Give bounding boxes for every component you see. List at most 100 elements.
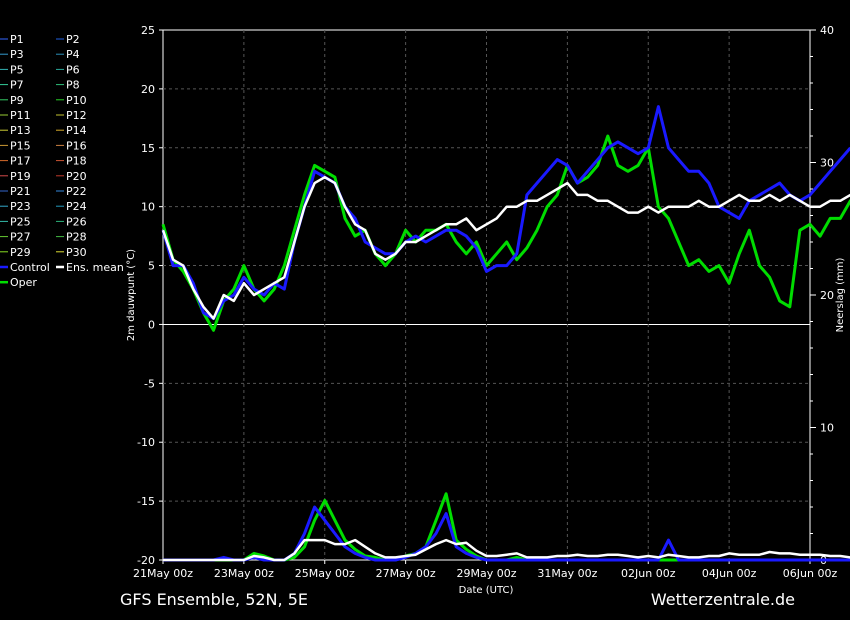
legend-item: P28 (56, 231, 87, 244)
legend-item: P14 (56, 124, 87, 137)
y-tick-label: -20 (137, 554, 155, 567)
legend-label: P6 (66, 63, 80, 76)
legend-item: P20 (56, 170, 87, 183)
x-tick-label: 27May 00z (376, 567, 436, 580)
legend-label: Ens. mean (66, 261, 124, 274)
legend-item: P18 (56, 155, 87, 168)
y2-axis-label: Neerslag (mm) (835, 257, 846, 332)
legend-label: P24 (66, 200, 87, 213)
legend-label: P11 (10, 109, 31, 122)
legend-label: P19 (10, 170, 31, 183)
legend-label: P14 (66, 124, 87, 137)
legend-item: Oper (0, 276, 37, 289)
x-tick-label: 06Jun 00z (783, 567, 838, 580)
x-tick-label: 04Jun 00z (702, 567, 757, 580)
y-tick-label: 5 (148, 260, 155, 273)
x-tick-label: 31May 00z (537, 567, 597, 580)
legend-label: P18 (66, 155, 87, 168)
legend-item: P11 (0, 109, 31, 122)
legend-item: P5 (0, 63, 24, 76)
legend-item: P30 (56, 246, 87, 259)
footer-site: Wetterzentrale.de (651, 590, 795, 609)
legend-item: P23 (0, 200, 31, 213)
y-tick-label: -15 (137, 495, 155, 508)
legend-item: P29 (0, 246, 31, 259)
x-tick-label: 25May 00z (295, 567, 355, 580)
chart-title: De Bilt (NL) 2m dauwpunt & Neerslag | We… (160, 2, 710, 22)
legend-item: P21 (0, 185, 31, 198)
x-tick-label: 02Jun 00z (621, 567, 676, 580)
legend-item: P19 (0, 170, 31, 183)
legend-label: P9 (10, 94, 24, 107)
legend-label: P29 (10, 246, 31, 259)
y-tick-label: 25 (141, 24, 155, 37)
legend-item: P26 (56, 215, 87, 228)
legend-item: P10 (56, 94, 87, 107)
x-tick-label: 29May 00z (456, 567, 516, 580)
legend-item: P15 (0, 139, 31, 152)
legend-label: P5 (10, 63, 24, 76)
legend-item: P4 (56, 48, 80, 61)
y2-tick-label: 10 (820, 422, 834, 435)
legend-label: P1 (10, 33, 24, 46)
footer-model-info: GFS Ensemble, 52N, 5E (120, 590, 308, 609)
y-tick-label: 20 (141, 83, 155, 96)
legend-item: P7 (0, 79, 24, 92)
legend-label: P13 (10, 124, 31, 137)
legend-label: P23 (10, 200, 31, 213)
legend-item: P12 (56, 109, 87, 122)
legend-item: Ens. mean (56, 261, 124, 274)
legend-item: P17 (0, 155, 31, 168)
legend-item: P22 (56, 185, 87, 198)
y-tick-label: 15 (141, 142, 155, 155)
legend-label: P20 (66, 170, 87, 183)
y-tick-label: -10 (137, 436, 155, 449)
legend-item: P25 (0, 215, 31, 228)
legend: P1 P2 P3 P4 P5 P6 P7 P8 P9 P10 P11 P12 P13 P14 P15 P16 P… (0, 33, 124, 289)
legend-item: P6 (56, 63, 80, 76)
legend-label: P27 (10, 231, 31, 244)
legend-item: P13 (0, 124, 31, 137)
legend-label: P8 (66, 79, 80, 92)
x-axis-label: Date (UTC) (459, 585, 514, 596)
legend-label: P2 (66, 33, 80, 46)
dewpoint-line-oper (161, 134, 850, 332)
legend-label: P30 (66, 246, 87, 259)
legend-item: P3 (0, 48, 24, 61)
precip-line-control (163, 505, 850, 562)
precip-line-ens-mean (163, 538, 850, 562)
legend-item: P2 (56, 33, 80, 46)
legend-item: P27 (0, 231, 31, 244)
legend-label: P7 (10, 79, 24, 92)
legend-label: P10 (66, 94, 87, 107)
legend-label: P15 (10, 139, 31, 152)
legend-label: P28 (66, 231, 87, 244)
y-tick-label: 0 (148, 318, 155, 331)
y-axis-label: 2m dauwpunt (°C) (126, 249, 137, 341)
legend-label: Control (10, 261, 50, 274)
legend-label: P22 (66, 185, 87, 198)
legend-label: P25 (10, 215, 31, 228)
legend-item: P9 (0, 94, 24, 107)
y2-tick-label: 20 (820, 289, 834, 302)
x-tick-label: 23May 00z (214, 567, 274, 580)
legend-label: P21 (10, 185, 31, 198)
legend-label: P3 (10, 48, 24, 61)
legend-item: P8 (56, 79, 80, 92)
dewpoint-line-control (161, 105, 850, 321)
legend-item: P16 (56, 139, 87, 152)
legend-label: P16 (66, 139, 87, 152)
x-tick-label: 21May 00z (133, 567, 193, 580)
legend-item: P1 (0, 33, 24, 46)
legend-label: P12 (66, 109, 87, 122)
y2-tick-label: 40 (820, 24, 834, 37)
y-tick-label: 10 (141, 201, 155, 214)
legend-label: Oper (10, 276, 37, 289)
dewpoint-line-ens-mean (161, 175, 850, 320)
legend-label: P17 (10, 155, 31, 168)
precip-line-oper (163, 492, 850, 562)
legend-label: P26 (66, 215, 87, 228)
y2-tick-label: 30 (820, 157, 834, 170)
